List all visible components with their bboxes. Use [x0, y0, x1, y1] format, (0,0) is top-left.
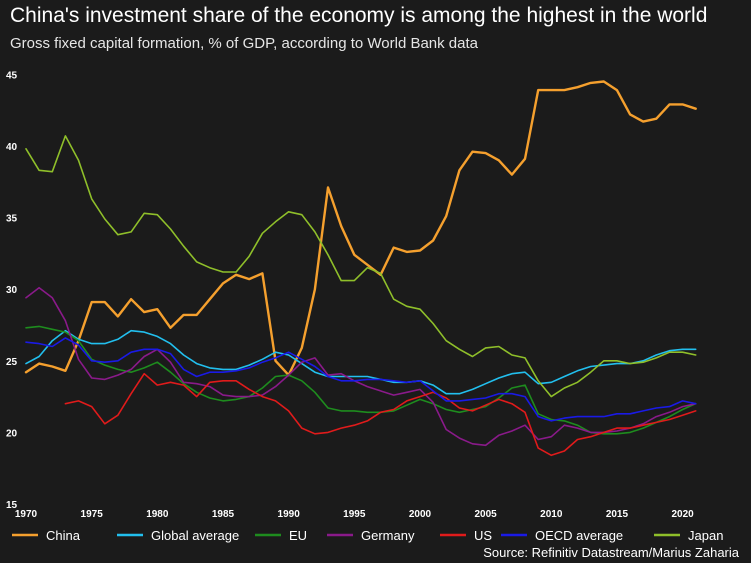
x-tick-label: 1990	[278, 509, 301, 520]
series-line-oecd-average	[25, 337, 697, 422]
series-line-china	[24, 80, 697, 377]
y-tick-label: 40	[6, 142, 18, 153]
legend-label-us: US	[474, 528, 492, 543]
source-note: Source: Refinitiv Datastream/Marius Zaha…	[483, 545, 739, 560]
legend-label-eu: EU	[289, 528, 307, 543]
legend: China Global average EU Germany US OECD avera…	[12, 528, 723, 543]
x-tick-label: 1970	[15, 509, 38, 520]
legend-label-china: China	[46, 528, 81, 543]
chart-title: China's investment share of the economy …	[10, 4, 708, 27]
x-tick-label: 2005	[474, 509, 497, 520]
legend-label-oecd-average: OECD average	[535, 528, 623, 543]
series-lines	[24, 80, 697, 457]
y-tick-label: 25	[6, 357, 18, 368]
y-tick-label: 45	[6, 70, 18, 81]
y-tick-label: 35	[6, 214, 18, 225]
x-tick-label: 1980	[146, 509, 169, 520]
series-line-us	[64, 372, 697, 457]
x-tick-label: 2015	[606, 509, 629, 520]
y-tick-label: 20	[6, 428, 18, 439]
chart-subtitle: Gross fixed capital formation, % of GDP,…	[10, 35, 479, 52]
series-line-japan	[25, 135, 697, 398]
x-tick-label: 2000	[409, 509, 432, 520]
legend-label-germany: Germany	[361, 528, 415, 543]
y-tick-label: 30	[6, 285, 18, 296]
x-tick-label: 1975	[81, 509, 104, 520]
series-line-global-average	[25, 329, 697, 395]
series-line-eu	[25, 325, 697, 435]
x-tick-label: 1985	[212, 509, 235, 520]
x-tick-label: 2010	[540, 509, 563, 520]
y-axis-ticks: 15 20 25 30 35 40 45	[6, 70, 18, 511]
y-tick-label: 15	[6, 500, 18, 511]
x-tick-label: 1995	[343, 509, 366, 520]
x-tick-label: 2020	[671, 509, 694, 520]
x-axis-ticks: 1970 1975 1980 1985 1990 1995 2000 2005 2010 2015…	[15, 509, 694, 520]
legend-label-global-average: Global average	[151, 528, 239, 543]
legend-label-japan: Japan	[688, 528, 723, 543]
series-line-germany	[25, 286, 697, 447]
